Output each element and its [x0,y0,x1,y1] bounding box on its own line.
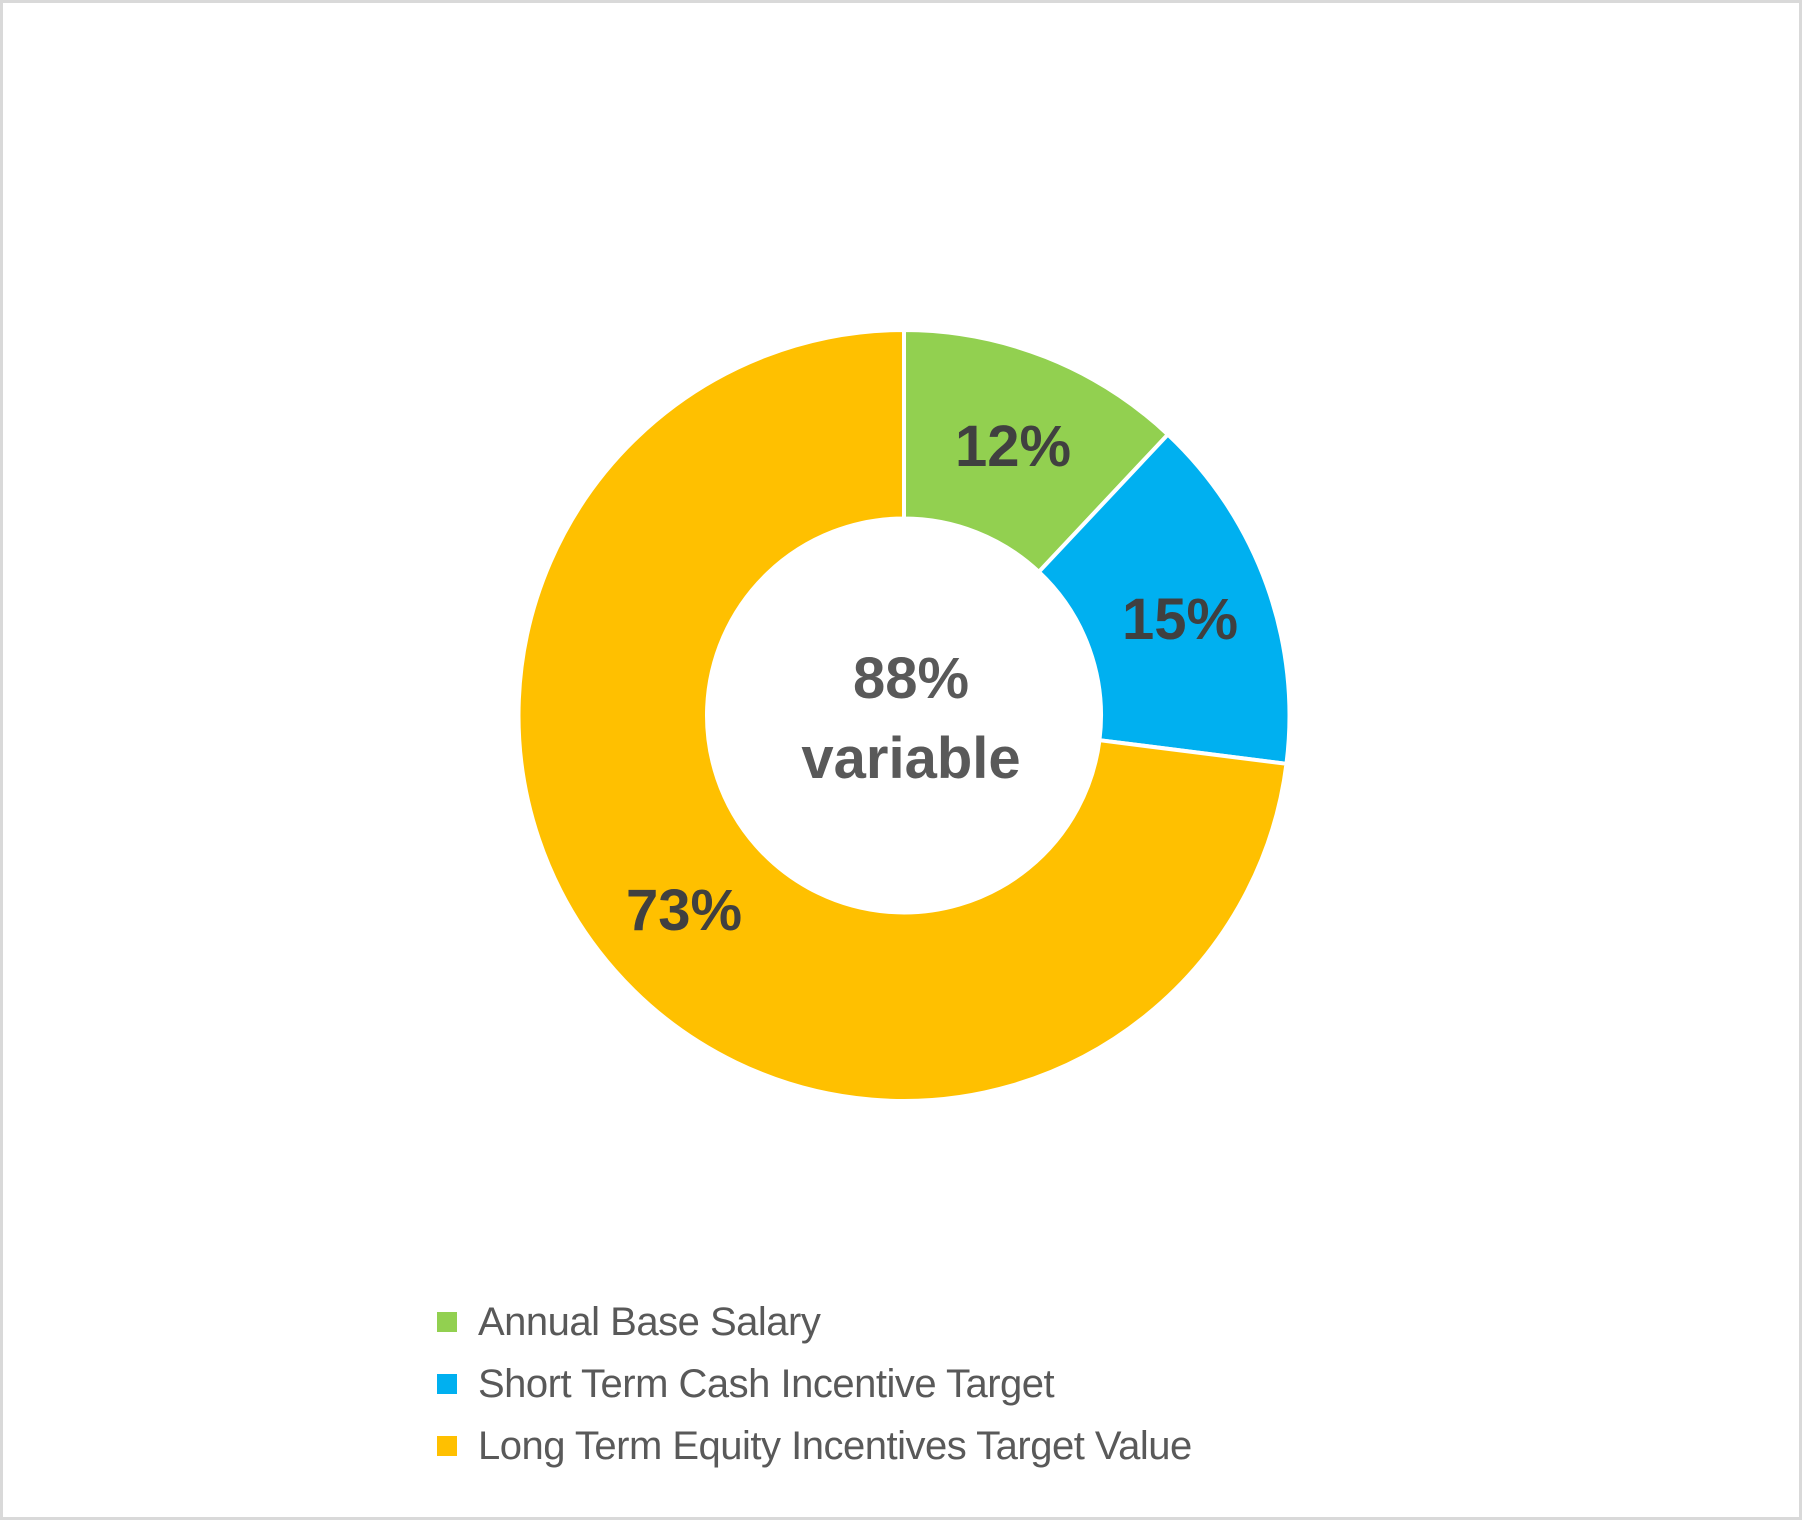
slice-long-term-equity-incentives [516,327,1289,1103]
slice-label-long-term-equity: 73% [625,878,743,943]
center-label-percent: 88% [852,646,970,711]
donut-chart [516,327,1292,1103]
legend-item-long-term-equity-incentives: Long Term Equity Incentives Target Value [437,1415,1192,1477]
center-label-text: variable [801,726,1021,791]
legend-marker-green-square-icon [437,1312,457,1332]
donut-center-label: 88% variable [801,639,1020,799]
legend-label: Short Term Cash Incentive Target [478,1361,1055,1406]
slice-short-term-cash-incentive [1036,431,1292,767]
donut-slices [516,327,1292,1103]
legend-label: Long Term Equity Incentives Target Value [478,1423,1192,1468]
legend-item-short-term-cash-incentive: Short Term Cash Incentive Target [437,1353,1192,1415]
legend-label: Annual Base Salary [478,1299,821,1344]
chart-legend: Annual Base Salary Short Term Cash Incen… [437,1291,1192,1477]
slice-label-annual-base-salary: 12% [954,414,1072,479]
slice-label-short-term-cash: 15% [1121,587,1239,652]
legend-marker-yellow-square-icon [437,1436,457,1456]
legend-marker-blue-square-icon [437,1374,457,1394]
legend-item-annual-base-salary: Annual Base Salary [437,1291,1192,1353]
slice-annual-base-salary [902,327,1171,575]
